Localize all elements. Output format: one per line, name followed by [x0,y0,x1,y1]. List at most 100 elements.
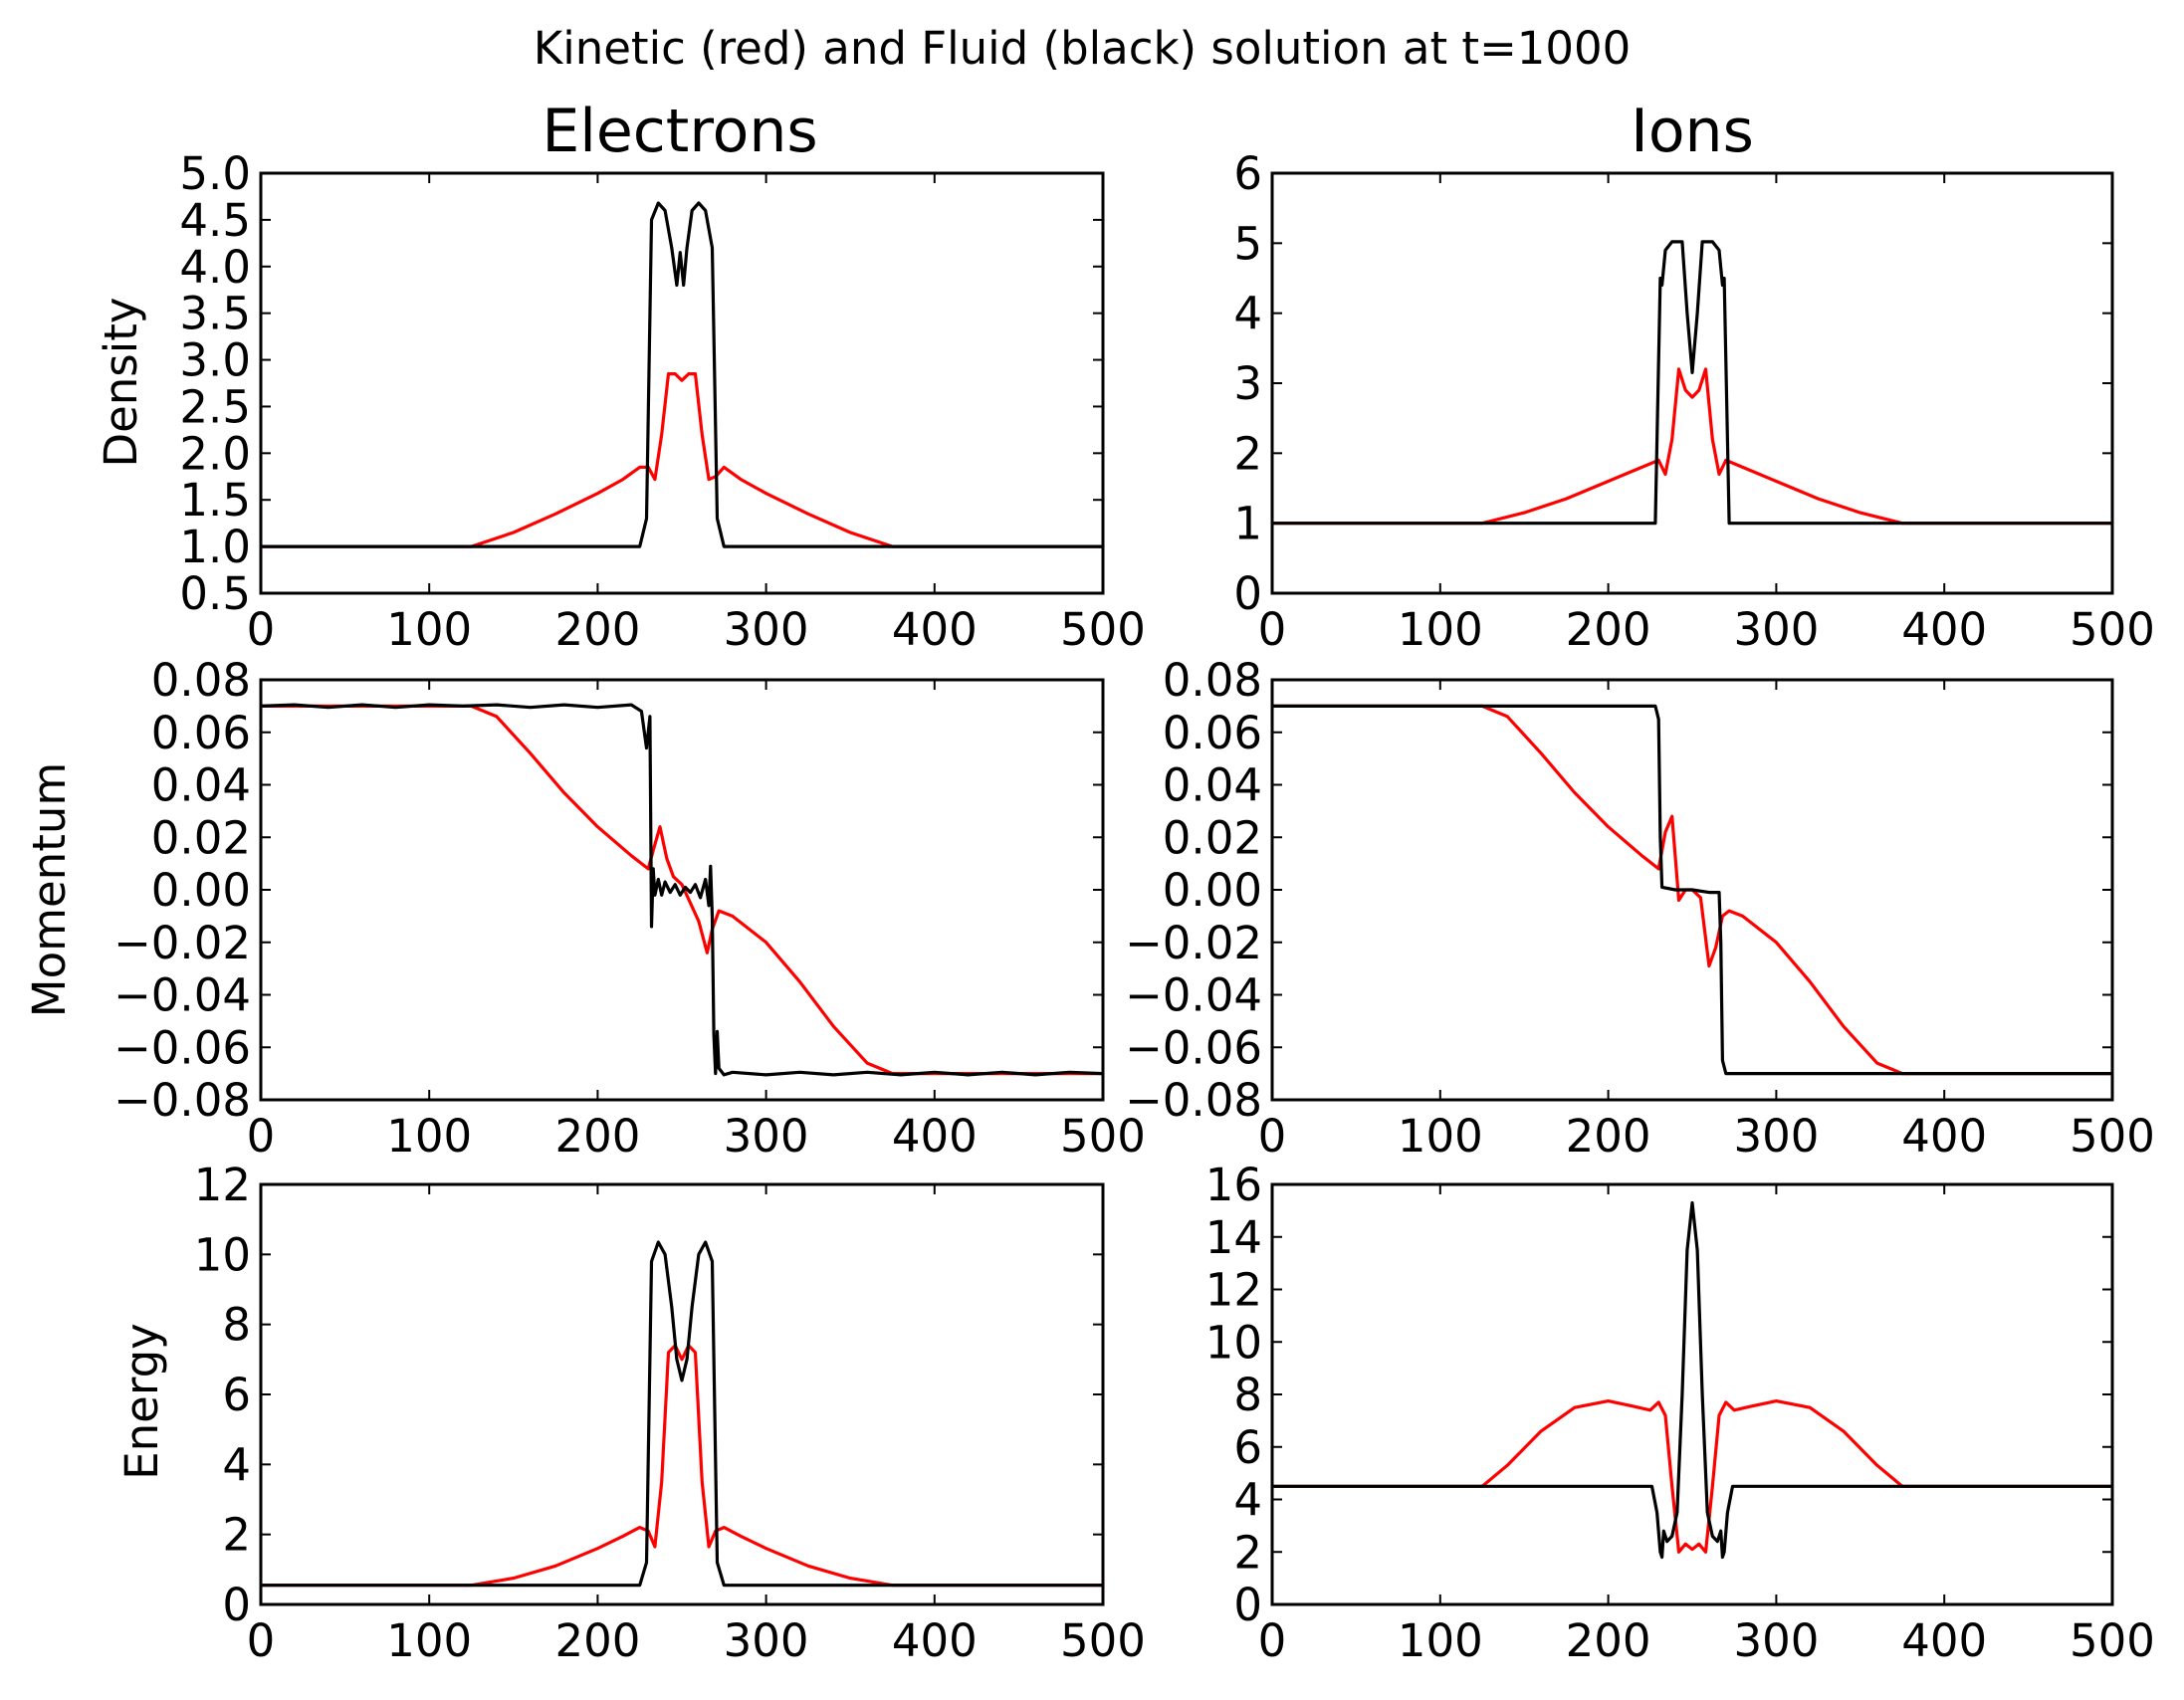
ions-momentum-ytick-label: 0.04 [1163,759,1262,812]
ions-energy-ytick-label: 16 [1205,1159,1262,1211]
electrons-momentum-xtick-label: 100 [386,1110,472,1163]
electrons-momentum-xtick-label: 300 [724,1110,809,1163]
ions-density-xtick-label: 400 [1901,603,1987,656]
ions-energy-xtick-label: 300 [1733,1614,1819,1667]
ions-density-xtick-label: 500 [2070,603,2155,656]
ions-momentum-ytick-label: −0.02 [1125,917,1262,969]
ions-momentum-xtick-label: 400 [1901,1110,1987,1163]
ions-energy-ytick-label: 10 [1205,1316,1262,1369]
electrons-density-ytick-label: 4.5 [179,194,251,247]
electrons-density-xtick-label: 400 [892,603,978,656]
electrons-momentum-series-kinetic-line [261,704,1103,1076]
figure-suptitle: Kinetic (red) and Fluid (black) solution… [534,22,1632,75]
electrons-energy-ytick-label: 12 [194,1159,251,1211]
ions-density-ytick-label: 6 [1233,147,1262,200]
electrons-energy-series-fluid-line [261,1240,1103,1588]
ions-energy-ytick-label: 12 [1205,1264,1262,1317]
ions-momentum-xtick-label: 200 [1566,1110,1651,1163]
electrons-density-axes-frame [259,171,1105,595]
ions-energy-ytick-label: 4 [1233,1474,1262,1527]
electrons-density-series-fluid-line [261,201,1103,548]
ions-density-ytick-label: 4 [1233,288,1262,340]
subplot-grid: 0 100 200 300 400 5000.51.01.52.02.53.03.54.0… [113,147,2155,1667]
subplot-electrons-density: 0 100 200 300 400 500 0.51.01.52.02.53.03.54.0… [179,147,1146,656]
ions-energy-series-fluid-line [1272,1200,2112,1560]
subplot-electrons-momentum: 0 100 200 300 400 5000.080.060.040.020.00−0.0… [113,654,1146,1163]
electrons-momentum-ytick-label: 0.00 [151,864,251,917]
electrons-momentum-ytick-label: 0.04 [151,759,251,812]
electrons-density-ytick-label: 1.0 [179,521,251,573]
ions-momentum-ytick-label: 0.02 [1163,811,1262,864]
electrons-momentum-ytick-label: −0.04 [113,969,251,1022]
ions-energy-xtick-label: 500 [2070,1614,2155,1667]
electrons-energy-ytick-label: 6 [222,1369,251,1421]
ions-energy-ytick-label: 0 [1233,1579,1262,1631]
electrons-momentum-ytick-label: 0.06 [151,707,251,759]
ions-momentum-series-fluid-line [1272,704,2112,1076]
electrons-density-series-kinetic-line [261,372,1103,548]
electrons-density-xtick-label: 0 [247,603,276,656]
subplot-electrons-energy: 0 100 200 300 400 500 0 2 4 6 8 10 12 [194,1159,1146,1667]
electrons-density-xtick-label: 300 [724,603,809,656]
ions-momentum-xtick-label: 100 [1398,1110,1483,1163]
electrons-density-ytick-label: 3.0 [179,334,251,387]
electrons-momentum-series-fluid-line [261,703,1103,1077]
subplot-ions-momentum: 0 100 200 300 400 5000.080.060.040.020.00−0.0… [1125,654,2155,1163]
electrons-density-xtick-label: 100 [386,603,472,656]
ions-density-xtick-label: 300 [1733,603,1819,656]
ions-momentum-ytick-label: 0.06 [1163,707,1262,759]
electrons-momentum-ytick-label: 0.02 [151,811,251,864]
electrons-momentum-xtick-label: 200 [554,1110,640,1163]
electrons-density-xtick-label: 200 [554,603,640,656]
row-label-energy: Energy [115,1323,168,1480]
column-title-ions: Ions [1631,97,1754,166]
electrons-energy-xtick-label: 400 [892,1614,978,1667]
ions-energy-xtick-label: 0 [1258,1614,1287,1667]
electrons-momentum-ytick-label: −0.02 [113,917,251,969]
electrons-momentum-xtick-label: 0 [247,1110,276,1163]
electrons-energy-xtick-label: 300 [724,1614,809,1667]
electrons-density-ytick-label: 2.5 [179,380,251,433]
electrons-momentum-ytick-label: −0.06 [113,1021,251,1074]
electrons-momentum-ytick-label: −0.08 [113,1074,251,1127]
electrons-density-ytick-label: 4.0 [179,241,251,294]
ions-energy-ytick-label: 2 [1233,1526,1262,1579]
ions-momentum-ytick-label: −0.06 [1125,1021,1262,1074]
ions-density-ytick-label: 3 [1233,357,1262,410]
electrons-density-ytick-label: 5.0 [179,147,251,200]
electrons-density-ytick-label: 3.5 [179,288,251,340]
column-title-electrons: Electrons [542,97,817,166]
ions-momentum-ytick-label: 0.08 [1163,654,1262,707]
ions-density-series-kinetic-line [1272,367,2112,526]
ions-density-xtick-label: 0 [1258,603,1287,656]
ions-density-ytick-label: 0 [1233,567,1262,620]
electrons-density-ytick-label: 1.5 [179,474,251,527]
ions-energy-xtick-label: 200 [1566,1614,1651,1667]
row-label-momentum: Momentum [23,762,76,1017]
ions-density-ytick-label: 5 [1233,217,1262,270]
ions-energy-ytick-label: 8 [1233,1369,1262,1421]
electrons-energy-series-kinetic-line [261,1344,1103,1588]
ions-momentum-ytick-label: −0.08 [1125,1074,1262,1127]
ions-momentum-xtick-label: 500 [2070,1110,2155,1163]
ions-density-ytick-label: 2 [1233,427,1262,480]
electrons-density-ytick-label: 0.5 [179,567,251,620]
ions-energy-series-kinetic-line [1272,1399,2112,1554]
row-label-density: Density [95,297,147,467]
electrons-energy-ytick-label: 10 [194,1228,251,1281]
electrons-energy-ytick-label: 8 [222,1299,251,1352]
ions-energy-ytick-label: 14 [1205,1211,1262,1264]
ions-density-series-fluid-line [1272,240,2112,526]
ions-energy-xtick-label: 400 [1901,1614,1987,1667]
electrons-energy-xtick-label: 0 [247,1614,276,1667]
ions-energy-ytick-label: 6 [1233,1421,1262,1474]
ions-momentum-ytick-label: −0.04 [1125,969,1262,1022]
ions-momentum-ytick-label: 0.00 [1163,864,1262,917]
electrons-momentum-xtick-label: 500 [1060,1110,1146,1163]
electrons-energy-xtick-label: 500 [1060,1614,1146,1667]
ions-density-ytick-label: 1 [1233,498,1262,550]
electrons-density-xtick-label: 500 [1060,603,1146,656]
electrons-density-ytick-label: 2.0 [179,427,251,480]
